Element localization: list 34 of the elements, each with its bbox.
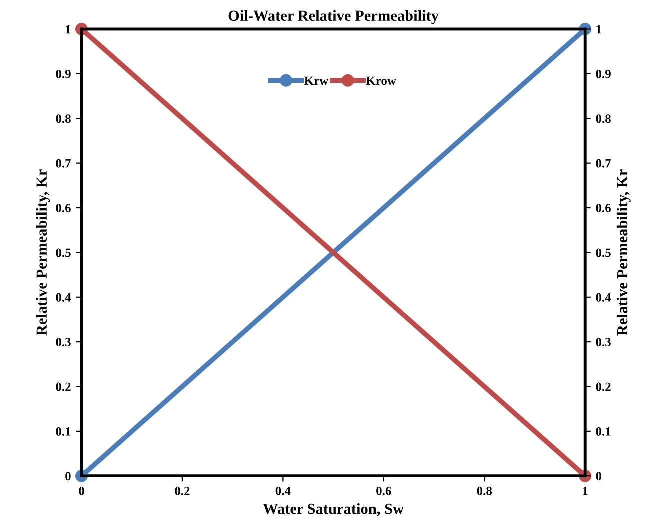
y2-tick-label: 0.3	[596, 338, 611, 347]
y2-tick-label: 1	[596, 25, 602, 34]
y2-tick-label: 0	[596, 472, 602, 481]
x-tick-label: 0	[79, 486, 84, 496]
chart-title: Oil-Water Relative Permeability	[228, 10, 439, 24]
x-tick-label: 1	[583, 486, 588, 496]
y-tick-label: 0.4	[56, 293, 72, 302]
x-tick-label: 0.6	[376, 486, 392, 496]
legend-label: Krw	[304, 76, 329, 86]
x-tick-label: 0.4	[276, 486, 291, 496]
y2-tick-label: 0.9	[596, 70, 611, 78]
y-tick-label: 0.8	[56, 114, 71, 124]
y2-tick-label: 0.7	[596, 159, 612, 168]
y-tick-label: 0.3	[56, 338, 71, 347]
y-tick-label: 0	[66, 472, 71, 481]
y-tick-label: 0.7	[56, 159, 72, 168]
legend-label: Krow	[366, 76, 396, 86]
y2-tick-label: 0.6	[596, 204, 612, 213]
y2-tick-label: 0.2	[596, 382, 611, 392]
y-tick-label: 1	[66, 25, 71, 34]
y2-tick-label: 0.8	[596, 114, 611, 124]
x-axis-title: Water Saturation, Sw	[263, 503, 404, 516]
y-tick-label: 0.6	[56, 204, 71, 213]
y2-tick-label: 0.1	[596, 427, 611, 436]
y-axis-title: Relative Permeability, Kr	[36, 170, 50, 336]
y2-tick-label: 0.5	[596, 248, 611, 258]
y-tick-label: 0.2	[56, 382, 71, 392]
y2-axis-title: Relative Permeability, Kr	[616, 170, 631, 336]
y-tick-label: 0.5	[56, 248, 71, 258]
x-tick-label: 0.2	[175, 486, 190, 496]
y2-tick-label: 0.4	[596, 293, 612, 302]
y-tick-label: 0.1	[56, 427, 71, 436]
y-tick-label: 0.9	[56, 70, 71, 78]
x-tick-label: 0.8	[477, 486, 492, 496]
